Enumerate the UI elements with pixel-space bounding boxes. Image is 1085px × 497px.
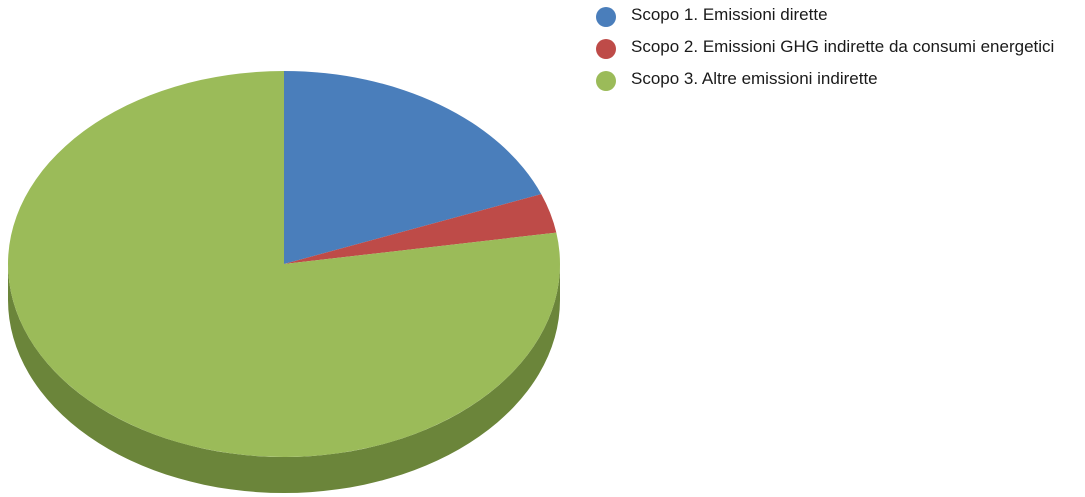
- pie-slice-1: [284, 71, 542, 264]
- legend-item-scope-3: Scopo 3. Altre emissioni indirette: [596, 70, 1076, 91]
- legend-item-scope-2: Scopo 2. Emissioni GHG indirette da cons…: [596, 38, 1076, 59]
- legend: Scopo 1. Emissioni dirette Scopo 2. Emis…: [596, 6, 1076, 102]
- pie-slice-2: [284, 194, 557, 264]
- legend-label-scope-2: Scopo 2. Emissioni GHG indirette da cons…: [631, 37, 1055, 56]
- legend-swatch-scope-1: [596, 7, 616, 27]
- legend-swatch-scope-2: [596, 39, 616, 59]
- legend-label-scope-3: Scopo 3. Altre emissioni indirette: [631, 69, 878, 88]
- legend-label-scope-1: Scopo 1. Emissioni dirette: [631, 5, 828, 24]
- pie-slices: [8, 71, 560, 457]
- legend-item-scope-1: Scopo 1. Emissioni dirette: [596, 6, 1076, 27]
- pie-slice-3: [8, 71, 560, 457]
- legend-swatch-scope-3: [596, 71, 616, 91]
- pie-side-3: [8, 264, 560, 493]
- pie-depth: [8, 264, 560, 493]
